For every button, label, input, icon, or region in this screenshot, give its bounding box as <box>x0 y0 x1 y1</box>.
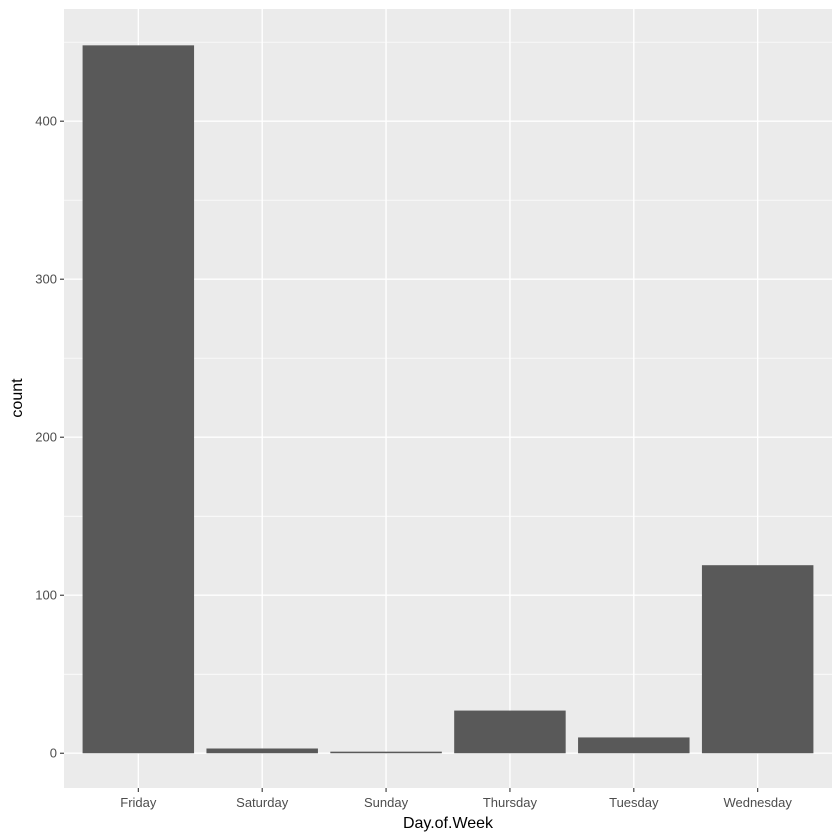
x-tick-label: Saturday <box>236 795 289 810</box>
y-axis: 0 100 200 300 400 <box>35 114 64 761</box>
bar-friday <box>82 45 195 754</box>
y-tick-label: 300 <box>35 272 57 287</box>
bar-sunday <box>330 751 442 754</box>
y-tick-label: 400 <box>35 114 57 129</box>
bar-thursday <box>454 710 566 754</box>
bar-saturday <box>206 748 318 754</box>
x-tick-label: Sunday <box>364 795 409 810</box>
x-tick-label: Wednesday <box>723 795 792 810</box>
x-axis-title: Day.of.Week <box>403 815 494 832</box>
x-tick-label: Tuesday <box>609 795 659 810</box>
y-tick-label: 0 <box>50 746 57 761</box>
x-axis: Friday Saturday Sunday Thursday Tuesday Wedne… <box>120 788 792 810</box>
x-tick-label: Thursday <box>483 795 538 810</box>
y-tick-label: 200 <box>35 430 57 445</box>
y-axis-title: count <box>9 378 26 418</box>
y-tick-label: 100 <box>35 588 57 603</box>
bar-tuesday <box>578 737 690 754</box>
x-tick-label: Friday <box>120 795 157 810</box>
bar-wednesday <box>701 565 814 754</box>
bars-group <box>82 45 814 754</box>
